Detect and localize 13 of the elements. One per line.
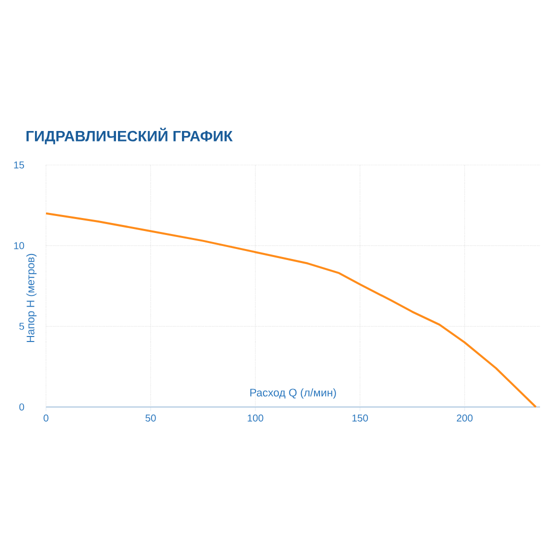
y-axis-title: Напор H (метров): [26, 254, 37, 342]
y-tick-label: 15: [14, 162, 24, 168]
x-tick-label: 150: [352, 414, 368, 422]
x-axis-title: Расход Q (л/мин): [250, 388, 336, 399]
y-tick-label: 5: [19, 322, 24, 330]
line-series: [45, 212, 537, 408]
y-tick-label: 0: [19, 403, 24, 411]
x-tick-label: 50: [146, 414, 156, 422]
x-tick-label: 0: [44, 414, 48, 422]
x-tick-label: 200: [456, 414, 473, 422]
x-tick-label: 100: [248, 414, 264, 422]
chart-title: ГИДРАВЛИЧЕСКИЙ ГРАФИК: [26, 128, 233, 144]
y-tick-label: 10: [14, 242, 24, 250]
